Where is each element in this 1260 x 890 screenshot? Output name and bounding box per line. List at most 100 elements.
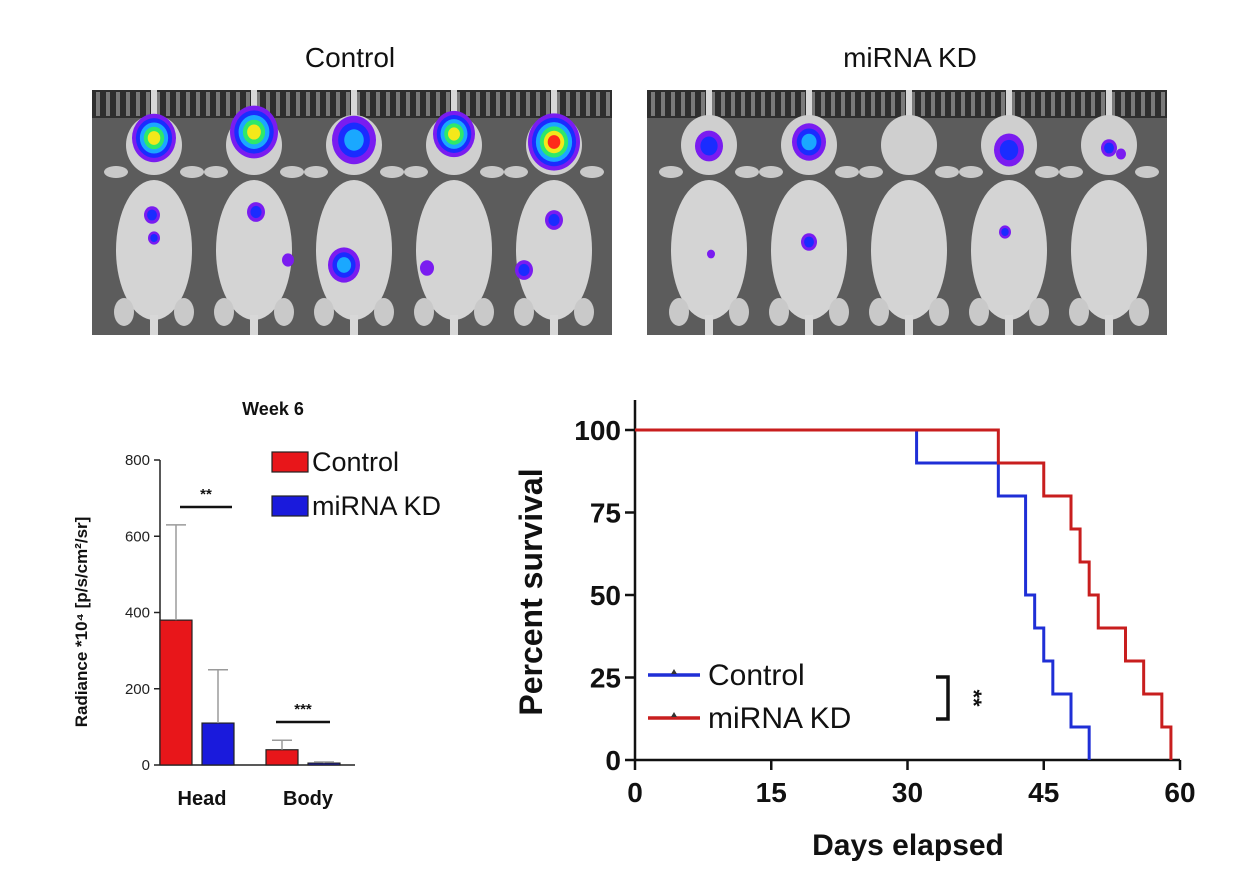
mouse-body bbox=[516, 180, 592, 320]
mouse-forepaw bbox=[380, 166, 404, 178]
cage-bar bbox=[366, 92, 370, 116]
mouse-hindleg bbox=[1129, 298, 1149, 326]
bar bbox=[307, 762, 341, 766]
cage-bar bbox=[556, 92, 560, 116]
cage-bar bbox=[691, 92, 695, 116]
cage-bar bbox=[1021, 92, 1025, 116]
significance-label: ** bbox=[200, 486, 212, 503]
control-mice-image bbox=[92, 90, 612, 335]
cage-bar bbox=[436, 92, 440, 116]
mouse-tail-clip bbox=[1006, 90, 1012, 120]
km-legend-marker bbox=[671, 712, 677, 717]
km-y-tick-label: 75 bbox=[590, 498, 621, 529]
bioluminescence-signal bbox=[420, 260, 434, 276]
cage-bar bbox=[731, 92, 735, 116]
cage-bar bbox=[586, 92, 590, 116]
cage-bar bbox=[1111, 92, 1115, 116]
bioluminescence-signal bbox=[792, 123, 826, 161]
bar-chart-title: Week 6 bbox=[242, 399, 304, 419]
cage-bar bbox=[1151, 92, 1155, 116]
mouse bbox=[859, 90, 959, 335]
mouse-hindleg bbox=[474, 298, 494, 326]
cage-bar bbox=[346, 92, 350, 116]
km-survival-line bbox=[635, 428, 1173, 760]
cage-bar bbox=[811, 92, 815, 116]
mouse-body bbox=[116, 180, 192, 320]
bioluminescence-signal bbox=[515, 260, 533, 280]
bioluminescence-signal bbox=[148, 231, 160, 245]
cage-bar bbox=[1011, 92, 1015, 116]
legend-label: miRNA KD bbox=[312, 491, 441, 521]
cage-bar bbox=[326, 92, 330, 116]
cage-bar bbox=[286, 92, 290, 116]
km-x-tick-label: 45 bbox=[1028, 777, 1059, 808]
bar bbox=[201, 722, 235, 766]
mouse-tail-clip bbox=[1106, 90, 1112, 120]
mouse-hindleg bbox=[969, 298, 989, 326]
mouse-hindleg bbox=[214, 298, 234, 326]
mouse-hindleg bbox=[729, 298, 749, 326]
cage-bar bbox=[276, 92, 280, 116]
bioluminescence-signal bbox=[994, 133, 1024, 167]
mouse-forepaw bbox=[204, 166, 228, 178]
bar-y-tick-label: 200 bbox=[125, 681, 150, 698]
cage-bar bbox=[236, 92, 240, 116]
cage-bar bbox=[476, 92, 480, 116]
km-legend-label: Control bbox=[708, 659, 805, 692]
cage-bar bbox=[296, 92, 300, 116]
cage-bar bbox=[891, 92, 895, 116]
km-survival-line bbox=[635, 428, 1091, 760]
radiance-bar-chart: Week 6 Radiance *10⁴ [p/s/cm²/sr] 0 200 40… bbox=[72, 399, 441, 810]
cage-bar bbox=[1091, 92, 1095, 116]
mouse bbox=[959, 90, 1059, 335]
cage-bar bbox=[266, 92, 270, 116]
km-chart-ylabel: Percent survival bbox=[513, 468, 549, 715]
cage-bar bbox=[1121, 92, 1125, 116]
cage-bar bbox=[711, 92, 715, 116]
cage-bar bbox=[871, 92, 875, 116]
mouse-tail bbox=[150, 315, 158, 335]
survival-chart: Percent survival Days elapsed 0 25 50 75 100… bbox=[513, 400, 1196, 862]
cage-bar bbox=[651, 92, 655, 116]
cage-bar bbox=[1051, 92, 1055, 116]
cage-bar bbox=[861, 92, 865, 116]
mouse-tail bbox=[450, 315, 458, 335]
cage-bar bbox=[526, 92, 530, 116]
mouse-tail-clip bbox=[806, 90, 812, 120]
cage-bar bbox=[841, 92, 845, 116]
cage-bar bbox=[931, 92, 935, 116]
mouse-tail-clip bbox=[351, 90, 357, 120]
cage-bar bbox=[681, 92, 685, 116]
cage-bar bbox=[96, 92, 100, 116]
mouse-hindleg bbox=[929, 298, 949, 326]
mouse-tail-clip bbox=[451, 90, 457, 120]
mouse-tail-clip bbox=[706, 90, 712, 120]
mouse-forepaw bbox=[404, 166, 428, 178]
mouse-forepaw bbox=[104, 166, 128, 178]
bioluminescence-signal bbox=[1101, 139, 1117, 157]
mouse-tail bbox=[1005, 315, 1013, 335]
mouse-tail bbox=[350, 315, 358, 335]
cage-bar bbox=[981, 92, 985, 116]
bar bbox=[159, 619, 193, 766]
bioluminescence-signal bbox=[144, 206, 160, 224]
cage-bar bbox=[426, 92, 430, 116]
cage-bar bbox=[196, 92, 200, 116]
legend-swatch bbox=[271, 451, 309, 473]
mouse-hindleg bbox=[769, 298, 789, 326]
cage-bar bbox=[456, 92, 460, 116]
significance-label: *** bbox=[294, 701, 312, 718]
mouse-forepaw bbox=[480, 166, 504, 178]
bioluminescence-signal bbox=[1116, 148, 1126, 160]
bar bbox=[265, 749, 299, 766]
cage-bar bbox=[126, 92, 130, 116]
bar-chart-ylabel: Radiance *10⁴ [p/s/cm²/sr] bbox=[72, 517, 91, 728]
cage-bar bbox=[661, 92, 665, 116]
cage-bar bbox=[466, 92, 470, 116]
cage-bar bbox=[1131, 92, 1135, 116]
cage-bar bbox=[576, 92, 580, 116]
cage-bar bbox=[781, 92, 785, 116]
mouse bbox=[1059, 90, 1159, 335]
mouse-forepaw bbox=[280, 166, 304, 178]
bioluminescence-signal bbox=[545, 210, 563, 230]
